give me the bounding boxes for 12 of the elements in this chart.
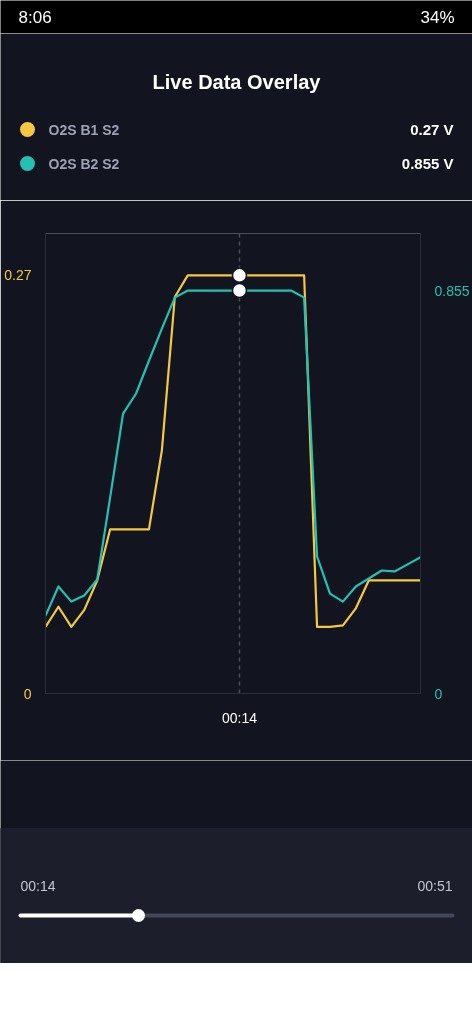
text: 8:06 [18,8,52,27]
y2-tick-label: 0 [434,685,443,702]
text: 34% [420,8,455,27]
text: 00:51 [417,877,453,894]
y2-tick-label: 0.855 [434,282,470,299]
text: 0.855 V [401,155,454,172]
y-tick-label: 0.27 [4,267,32,284]
text: 00:14 [20,877,56,894]
text: 0.27 V [410,121,454,138]
legend-label: O2S B2 S2 [48,155,120,172]
legend-label: O2S B1 S2 [48,121,120,138]
chart-title: Live Data Overlay [152,70,322,93]
